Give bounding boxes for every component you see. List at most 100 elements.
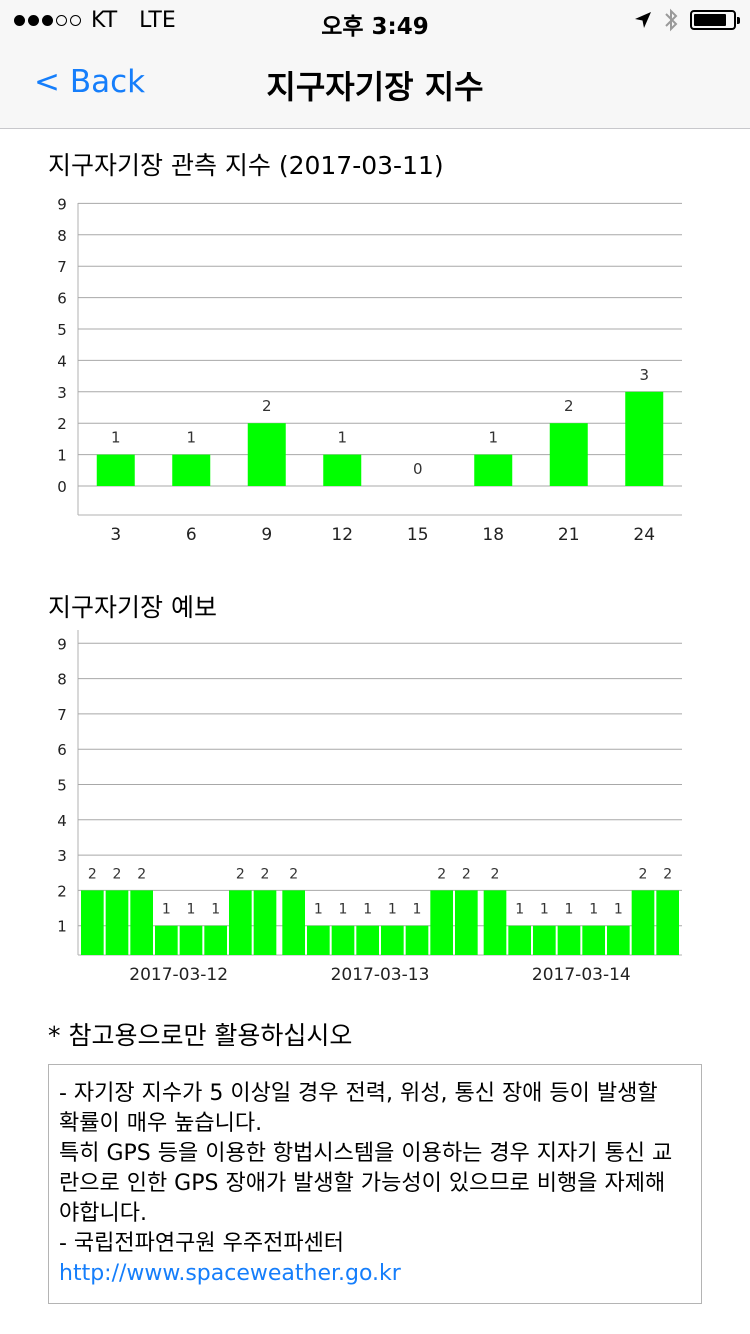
info-line: 야합니다. <box>59 1201 147 1226</box>
y-tick-label: 0 <box>57 478 67 496</box>
bar <box>582 925 605 955</box>
y-tick-label: 9 <box>57 635 67 653</box>
bar <box>307 925 330 955</box>
bar <box>229 890 252 955</box>
bar <box>253 890 277 955</box>
page-title: 지구자기장 지수 <box>266 68 484 106</box>
bar <box>474 454 513 486</box>
x-tick-label: 15 <box>407 525 429 545</box>
y-tick-label: 3 <box>57 847 67 865</box>
y-tick-label: 4 <box>57 812 67 830</box>
bar <box>105 890 129 955</box>
bar <box>247 423 286 486</box>
data-label: 1 <box>339 902 348 918</box>
bar <box>557 925 581 955</box>
x-tick-label: 3 <box>110 525 121 545</box>
data-label: 1 <box>314 902 323 918</box>
bar <box>625 391 664 486</box>
bluetooth-icon <box>665 8 678 32</box>
y-tick-label: 1 <box>57 918 67 936</box>
bar <box>405 925 429 955</box>
bar <box>607 925 630 955</box>
y-tick-label: 2 <box>57 415 67 433</box>
clock: 오후 3:49 <box>321 14 429 40</box>
x-group-label: 2017-03-12 <box>129 965 228 985</box>
bar <box>356 925 379 955</box>
bar <box>155 925 178 955</box>
y-tick-label: 4 <box>57 352 67 370</box>
bar <box>455 890 478 955</box>
bar <box>323 454 362 486</box>
data-label: 2 <box>236 866 245 882</box>
x-tick-label: 24 <box>633 525 655 545</box>
signal-dot <box>70 15 81 26</box>
carrier-label: KT <box>91 8 118 33</box>
x-group-label: 2017-03-14 <box>532 965 631 985</box>
bar <box>508 925 531 955</box>
location-arrow-icon <box>635 12 651 28</box>
reference-note: * 참고용으로만 활용하십시오 <box>48 1021 353 1050</box>
data-label: 2 <box>663 866 672 882</box>
data-label: 1 <box>111 429 121 447</box>
info-line: - 자기장 지수가 5 이상일 경우 전력, 위성, 통신 장애 등이 발생할 <box>59 1081 658 1106</box>
bar <box>656 890 679 955</box>
bar <box>81 890 104 955</box>
data-label: 2 <box>289 866 298 882</box>
x-tick-label: 18 <box>482 525 504 545</box>
x-tick-label: 9 <box>261 525 272 545</box>
data-label: 2 <box>262 397 272 415</box>
data-label: 1 <box>515 902 524 918</box>
y-tick-label: 2 <box>57 882 67 900</box>
status-bar: KT LTE 오후 3:49 <box>0 0 750 40</box>
y-tick-label: 6 <box>57 290 67 308</box>
data-label: 1 <box>211 902 220 918</box>
y-tick-label: 1 <box>57 447 67 465</box>
info-line: 특히 GPS 등을 이용한 항법시스템을 이용하는 경우 지자기 통신 교 <box>59 1141 673 1166</box>
data-label: 2 <box>491 866 500 882</box>
x-tick-label: 6 <box>186 525 197 545</box>
info-line: 란으로 인한 GPS 장애가 발생할 가능성이 있으므로 비행을 자제해 <box>59 1171 666 1196</box>
y-tick-label: 3 <box>57 384 67 402</box>
signal-dot <box>14 15 25 26</box>
spaceweather-link[interactable]: http://www.spaceweather.go.kr <box>59 1261 401 1286</box>
y-tick-label: 5 <box>57 777 67 795</box>
signal-strength-icon <box>14 15 81 26</box>
signal-dot <box>42 15 53 26</box>
navigation-bar: < Back 지구자기장 지수 <box>0 40 750 129</box>
data-label: 2 <box>137 866 146 882</box>
x-tick-label: 12 <box>331 525 353 545</box>
y-tick-label: 8 <box>57 227 67 245</box>
bar <box>130 890 153 955</box>
data-label: 1 <box>565 902 574 918</box>
info-line: 확률이 매우 높습니다. <box>59 1111 263 1136</box>
bar <box>549 423 588 486</box>
bar <box>631 890 655 955</box>
y-tick-label: 9 <box>57 195 67 213</box>
data-label: 2 <box>462 866 471 882</box>
data-label: 2 <box>437 866 446 882</box>
x-group-label: 2017-03-13 <box>331 965 430 985</box>
data-label: 3 <box>639 366 649 384</box>
signal-dot <box>56 15 67 26</box>
data-label: 1 <box>162 902 171 918</box>
data-label: 1 <box>388 902 397 918</box>
battery-icon <box>690 10 740 30</box>
data-label: 1 <box>589 902 598 918</box>
signal-dot <box>28 15 39 26</box>
observed-chart-title: 지구자기장 관측 지수 (2017-03-11) <box>48 151 444 180</box>
y-tick-label: 5 <box>57 321 67 339</box>
info-line: - 국립전파연구원 우주전파센터 <box>59 1231 345 1256</box>
data-label: 1 <box>337 429 347 447</box>
data-label: 1 <box>488 429 498 447</box>
back-button[interactable]: < Back <box>34 64 146 100</box>
data-label: 1 <box>186 429 196 447</box>
bar <box>172 454 211 486</box>
bar <box>331 925 355 955</box>
data-label: 0 <box>413 460 423 478</box>
bar <box>96 454 135 486</box>
y-tick-label: 7 <box>57 258 67 276</box>
data-label: 2 <box>113 866 122 882</box>
forecast-chart-title: 지구자기장 예보 <box>48 593 217 622</box>
